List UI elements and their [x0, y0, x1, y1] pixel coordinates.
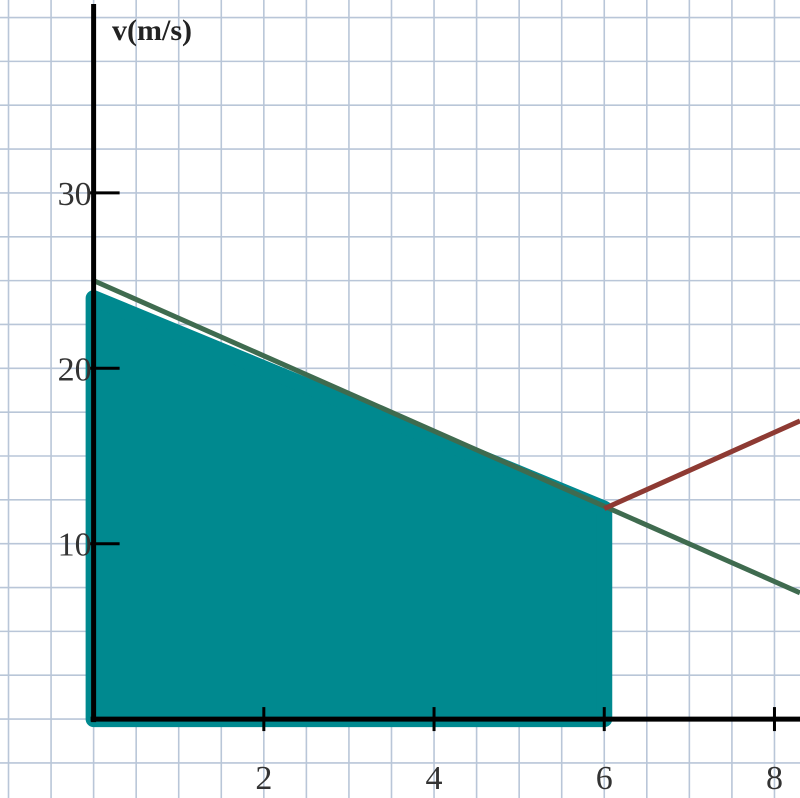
- y-axis-title: v(m/s): [112, 14, 192, 47]
- ticks: 2 4 6 8 10 20 30: [58, 176, 783, 797]
- series-lines: [92, 278, 800, 596]
- y-tick-label: 20: [58, 351, 92, 388]
- x-tick-label: 2: [255, 760, 272, 797]
- axes: [90, 4, 800, 723]
- series-line-1: [92, 278, 800, 596]
- x-tick-label: 6: [596, 760, 613, 797]
- series-line-2: [603, 418, 800, 511]
- y-tick-label: 10: [58, 527, 92, 564]
- y-tick-label: 30: [58, 176, 92, 213]
- x-tick-label: 4: [426, 760, 443, 797]
- x-tick-label: 8: [766, 760, 783, 797]
